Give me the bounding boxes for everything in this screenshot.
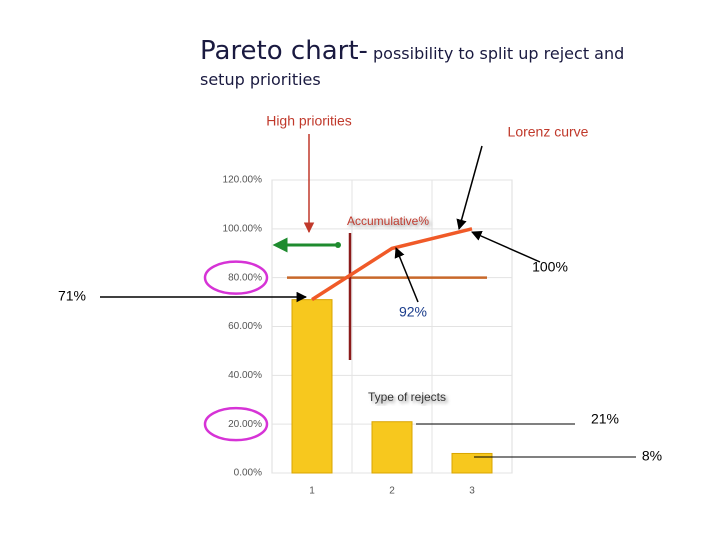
y-tick-label: 100.00% (223, 223, 263, 234)
x-tick-label: 3 (469, 486, 475, 497)
data-label: 21% (591, 411, 619, 427)
highlight-ring (203, 260, 269, 295)
bar (291, 299, 333, 474)
y-tick-label: 120.00% (223, 175, 263, 186)
data-label: 71% (58, 288, 86, 304)
cumulative-line (311, 227, 473, 302)
title: Pareto chart- (200, 36, 368, 66)
annotation: Lorenz curve (508, 124, 589, 140)
y-tick-label: 20.00% (228, 419, 262, 430)
bar (371, 421, 413, 474)
data-label: 92% (399, 304, 427, 320)
y-tick-label: 0.00% (234, 468, 262, 479)
series-label: Accumulative% (347, 214, 429, 228)
annotation-arrow (456, 145, 483, 231)
x-tick-label: 2 (389, 486, 395, 497)
priority-arrow-dot (335, 242, 341, 248)
x-tick-label: 1 (309, 486, 315, 497)
heading: Pareto chart- possibility to split up re… (200, 34, 670, 91)
leader (471, 231, 541, 263)
y-tick-label: 60.00% (228, 321, 262, 332)
y-tick-label: 40.00% (228, 370, 262, 381)
series-label: Type of rejects (368, 390, 446, 404)
bar (451, 452, 493, 474)
subtitle: possibility to split up reject and setup… (200, 44, 625, 90)
data-label: 100% (532, 259, 568, 275)
annotation: High priorities (266, 113, 352, 129)
highlight-ring (203, 406, 269, 442)
leader (394, 247, 419, 303)
data-label: 8% (642, 448, 662, 464)
y-tick-label: 80.00% (228, 272, 262, 283)
